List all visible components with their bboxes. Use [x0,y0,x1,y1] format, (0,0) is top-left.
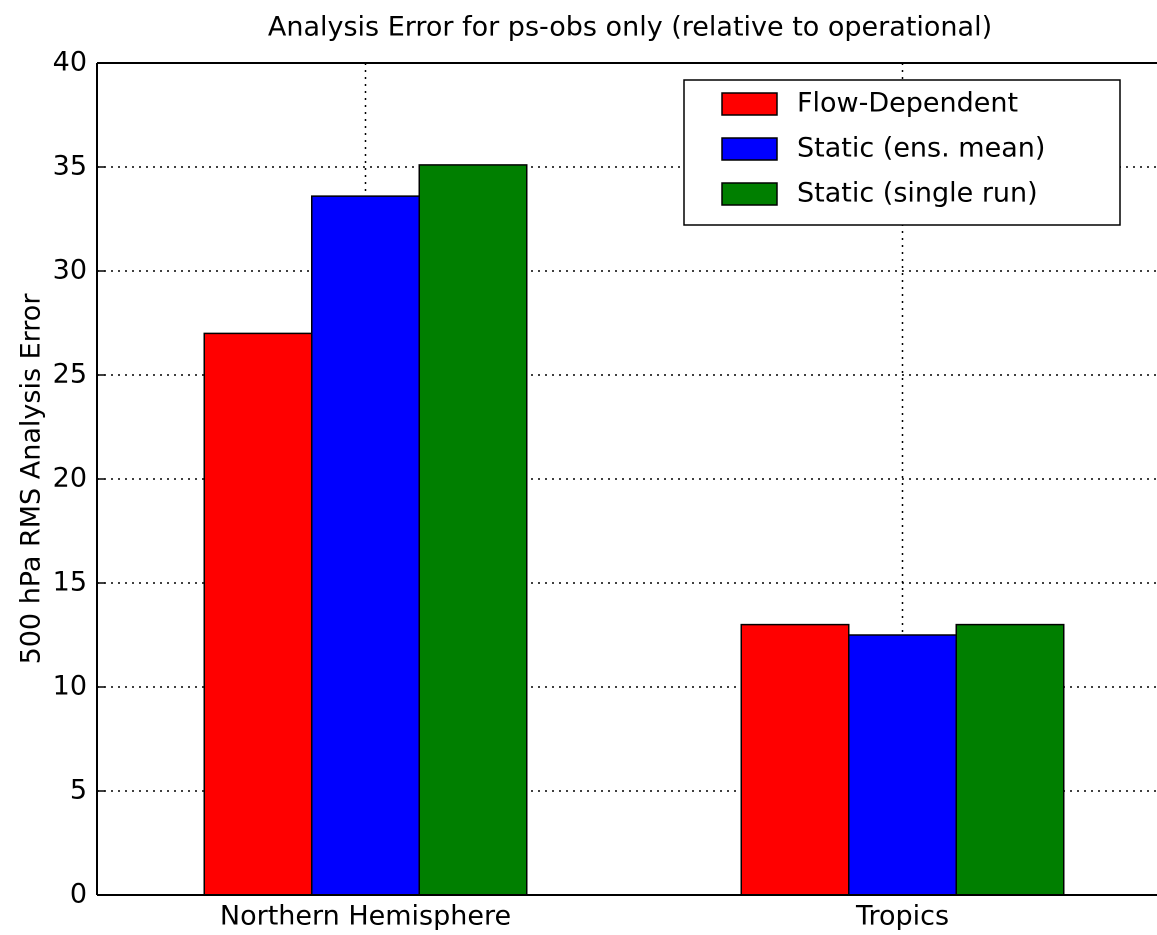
legend: Flow-Dependent Static (ens. mean) Static (… [683,79,1121,226]
y-tick-label: 0 [70,879,87,910]
bar [418,164,528,896]
y-tick-label: 20 [53,463,87,494]
y-axis-label: 500 hPa RMS Analysis Error [16,293,47,665]
bar [740,623,850,896]
legend-swatch [721,182,778,206]
y-tick-label: 25 [53,359,87,390]
y-tick-label: 40 [53,47,87,78]
y-tick-label: 10 [53,671,87,702]
legend-swatch [721,137,778,161]
x-tick-label: Northern Hemisphere [220,901,511,932]
legend-label: Static (single run) [797,178,1038,209]
y-tick-label: 5 [70,775,87,806]
chart-title: Analysis Error for ps-obs only (relative… [268,12,992,43]
bar [203,332,313,896]
y-tick-label: 30 [53,255,87,286]
bar [955,623,1065,896]
y-tick-label: 15 [53,567,87,598]
bar [848,634,957,896]
legend-label: Flow-Dependent [797,88,1018,119]
x-tick-label: Tropics [855,901,949,932]
legend-label: Static (ens. mean) [797,133,1045,164]
bar [311,195,420,896]
legend-swatch [721,92,778,116]
y-tick-label: 35 [53,151,87,182]
